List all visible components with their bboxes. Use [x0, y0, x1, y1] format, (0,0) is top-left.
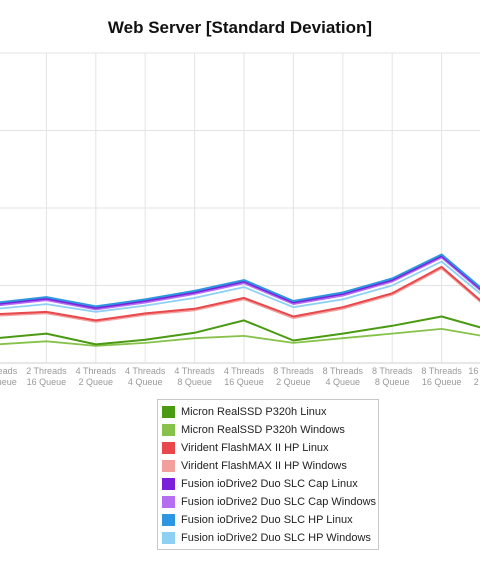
- x-axis-tick-label: 4 Threads 4 Queue: [125, 366, 166, 387]
- series-line-3: [0, 265, 480, 322]
- x-axis-tick-label: 2 Threads 16 Queue: [26, 366, 67, 387]
- legend-swatch: [162, 532, 175, 544]
- legend-label: Micron RealSSD P320h Linux: [181, 406, 327, 418]
- legend-item[interactable]: Fusion ioDrive2 Duo SLC HP Linux: [158, 511, 378, 529]
- legend-label: Fusion ioDrive2 Duo SLC HP Linux: [181, 514, 353, 526]
- legend-swatch: [162, 460, 175, 472]
- x-axis-tick-label: 4 Threads 8 Queue: [174, 366, 215, 387]
- series-line-6: [0, 256, 480, 311]
- legend-label: Virident FlashMAX II HP Windows: [181, 460, 347, 472]
- x-axis-tick-label: 8 Threads 4 Queue: [323, 366, 364, 387]
- series-lines: [0, 253, 480, 347]
- legend-label: Micron RealSSD P320h Windows: [181, 424, 345, 436]
- legend: Micron RealSSD P320h Linux Micron RealSSD…: [157, 399, 379, 550]
- legend-item[interactable]: Virident FlashMAX II HP Windows: [158, 457, 378, 475]
- x-axis-tick-label: 4 Threads 2 Queue: [76, 366, 117, 387]
- legend-item[interactable]: Virident FlashMAX II HP Linux: [158, 439, 378, 457]
- legend-item[interactable]: Fusion ioDrive2 Duo SLC Cap Windows: [158, 493, 378, 511]
- legend-label: Fusion ioDrive2 Duo SLC Cap Windows: [181, 496, 377, 508]
- legend-swatch: [162, 406, 175, 418]
- series-line-7: [0, 253, 480, 308]
- legend-swatch: [162, 478, 175, 490]
- x-axis-tick-label: 8 Threads 16 Queue: [421, 366, 462, 387]
- x-axis-tick-label: 4 Threads 16 Queue: [224, 366, 265, 387]
- x-axis-tick-label: 8 Threads 8 Queue: [372, 366, 413, 387]
- legend-swatch: [162, 424, 175, 436]
- legend-swatch: [162, 442, 175, 454]
- legend-item[interactable]: Micron RealSSD P320h Windows: [158, 421, 378, 439]
- legend-item[interactable]: Micron RealSSD P320h Linux: [158, 403, 378, 421]
- legend-label: Fusion ioDrive2 Duo SLC Cap Linux: [181, 478, 358, 490]
- legend-label: Fusion ioDrive2 Duo SLC HP Windows: [181, 532, 371, 544]
- legend-swatch: [162, 514, 175, 526]
- legend-swatch: [162, 496, 175, 508]
- series-line-4: [0, 267, 480, 323]
- series-line-1: [0, 315, 480, 346]
- series-line-5: [0, 255, 480, 309]
- series-line-2: [0, 327, 480, 347]
- series-line-8: [0, 260, 480, 313]
- legend-item[interactable]: Fusion ioDrive2 Duo SLC HP Windows: [158, 529, 378, 547]
- x-axis-tick-label: 8 Threads 2 Queue: [273, 366, 314, 387]
- grid-lines: [0, 52, 480, 364]
- legend-label: Virident FlashMAX II HP Linux: [181, 442, 329, 454]
- chart-title: Web Server [Standard Deviation]: [107, 18, 373, 37]
- legend-item[interactable]: Fusion ioDrive2 Duo SLC Cap Linux: [158, 475, 378, 493]
